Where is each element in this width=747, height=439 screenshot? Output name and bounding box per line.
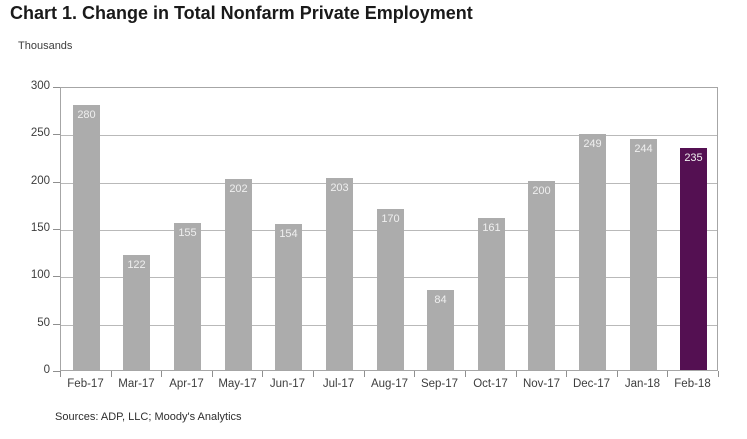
plot-area: 280 122 155 202 154 203 170 84 161 200 249 244 235 xyxy=(60,87,718,371)
x-axis-label-Dec-17: Dec-17 xyxy=(572,378,611,390)
bar-value-label: 122 xyxy=(127,259,146,271)
x-axis-label-Oct-17: Oct-17 xyxy=(473,378,508,390)
bar-Oct-17: 161 xyxy=(478,218,505,370)
x-axis-label-Feb-18: Feb-18 xyxy=(674,378,711,390)
bar-Mar-17: 122 xyxy=(123,255,150,370)
bar-Nov-17: 200 xyxy=(528,181,555,370)
y-axis-label-150: 150 xyxy=(30,222,50,234)
bar-Feb-18: 235 xyxy=(680,148,707,370)
bar-value-label: 154 xyxy=(279,228,298,240)
x-axis-tick-12 xyxy=(667,371,668,377)
x-axis-tick-9 xyxy=(516,371,517,377)
x-axis-label-Mar-17: Mar-17 xyxy=(118,378,155,390)
gridline-200 xyxy=(61,183,717,184)
y-axis-label-200: 200 xyxy=(30,175,50,187)
x-axis-label-Jun-17: Jun-17 xyxy=(269,378,306,390)
bar-Dec-17: 249 xyxy=(579,134,606,370)
x-axis-tick-11 xyxy=(617,371,618,377)
y-axis-tick-0 xyxy=(53,371,60,372)
y-axis-tick-50 xyxy=(53,324,60,325)
bar-Sep-17: 84 xyxy=(427,290,454,370)
bar-Jan-18: 244 xyxy=(630,139,657,370)
bar-value-label: 155 xyxy=(178,227,197,239)
x-axis-label-Nov-17: Nov-17 xyxy=(522,378,561,390)
y-axis-tick-300 xyxy=(53,87,60,88)
x-axis-tick-0 xyxy=(60,371,61,377)
chart-title: Chart 1. Change in Total Nonfarm Private… xyxy=(10,3,473,23)
x-axis-label-Jan-18: Jan-18 xyxy=(624,378,661,390)
x-axis-tick-10 xyxy=(566,371,567,377)
bar-Apr-17: 155 xyxy=(174,223,201,370)
x-axis-tick-2 xyxy=(161,371,162,377)
y-axis-tick-200 xyxy=(53,182,60,183)
x-axis-tick-13 xyxy=(718,371,719,377)
bar-value-label: 203 xyxy=(330,182,349,194)
source-note: Sources: ADP, LLC; Moody's Analytics xyxy=(55,411,242,423)
y-axis-tick-100 xyxy=(53,276,60,277)
x-axis-tick-3 xyxy=(212,371,213,377)
y-axis-units-label: Thousands xyxy=(18,40,73,52)
x-axis-label-Jul-17: Jul-17 xyxy=(322,378,355,390)
y-axis-label-50: 50 xyxy=(37,317,50,329)
x-axis-tick-4 xyxy=(262,371,263,377)
x-axis-label-Apr-17: Apr-17 xyxy=(169,378,204,390)
y-axis-tick-150 xyxy=(53,229,60,230)
y-axis-tick-250 xyxy=(53,134,60,135)
x-axis-label-May-17: May-17 xyxy=(218,378,257,390)
y-axis-label-300: 300 xyxy=(30,80,50,92)
bar-value-label: 235 xyxy=(684,152,703,164)
bar-Aug-17: 170 xyxy=(377,209,404,370)
bar-Jul-17: 203 xyxy=(326,178,353,370)
x-axis-tick-8 xyxy=(465,371,466,377)
bar-value-label: 170 xyxy=(381,213,400,225)
x-axis-tick-6 xyxy=(364,371,365,377)
bar-value-label: 202 xyxy=(229,183,248,195)
y-axis-label-250: 250 xyxy=(30,127,50,139)
x-axis-label-Feb-17: Feb-17 xyxy=(67,378,104,390)
bar-Jun-17: 154 xyxy=(275,224,302,370)
x-axis-tick-7 xyxy=(414,371,415,377)
x-axis-tick-1 xyxy=(111,371,112,377)
bar-value-label: 280 xyxy=(77,109,96,121)
bar-Feb-17: 280 xyxy=(73,105,100,370)
x-axis-label-Sep-17: Sep-17 xyxy=(420,378,459,390)
gridline-250 xyxy=(61,135,717,136)
bar-value-label: 200 xyxy=(532,185,551,197)
x-axis-tick-5 xyxy=(313,371,314,377)
bar-value-label: 249 xyxy=(583,138,602,150)
y-axis-label-100: 100 xyxy=(30,269,50,281)
x-axis-label-Aug-17: Aug-17 xyxy=(370,378,409,390)
bar-value-label: 244 xyxy=(634,143,653,155)
y-axis-label-0: 0 xyxy=(43,364,50,376)
bar-May-17: 202 xyxy=(225,179,252,370)
bar-value-label: 84 xyxy=(434,294,447,306)
bar-value-label: 161 xyxy=(482,222,501,234)
